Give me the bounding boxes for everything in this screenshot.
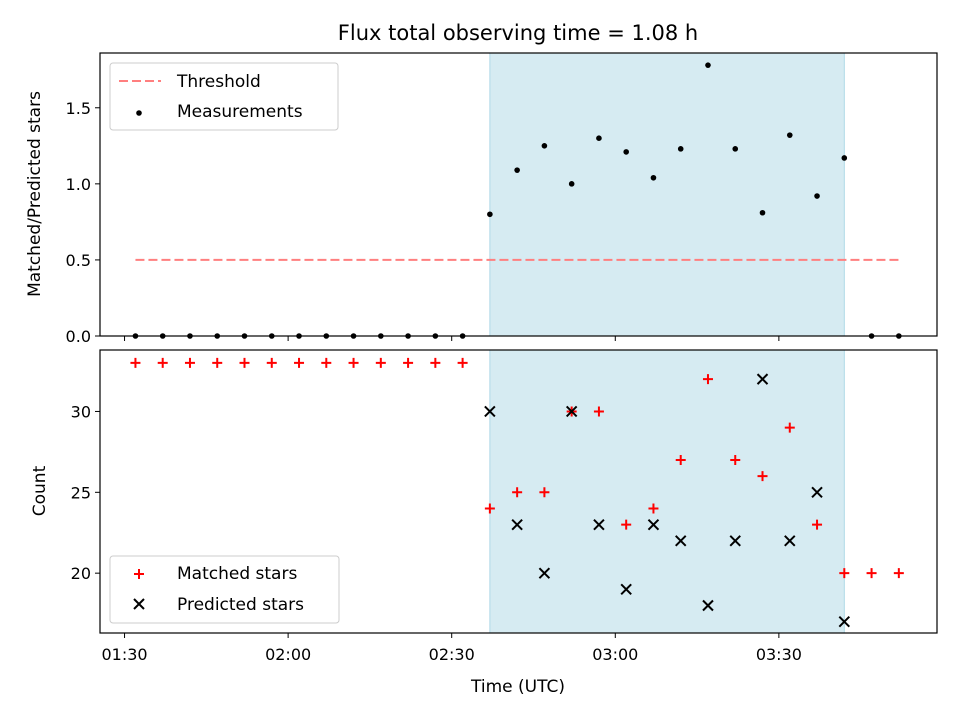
matched-star-point xyxy=(294,357,305,368)
matched-star-point xyxy=(266,357,277,368)
matched-star-point xyxy=(675,454,686,465)
predicted-star-point xyxy=(838,615,851,628)
matched-star-point xyxy=(839,568,850,579)
observing-span-shade xyxy=(489,52,845,337)
matched-star-point xyxy=(621,519,632,530)
matched-star-point xyxy=(512,487,523,498)
matched-star-point xyxy=(702,374,713,385)
ratio-panel: 0.0 0.5 1.0 1.5 Threshold Measurements xyxy=(66,52,938,346)
x-tick-label: 01:30 xyxy=(101,645,147,664)
legend-threshold-label: Threshold xyxy=(176,72,261,92)
predicted-star-point xyxy=(565,405,578,418)
matched-star-point xyxy=(130,357,141,368)
axes-frame xyxy=(99,349,938,634)
count-legend: Matched stars Predicted stars xyxy=(109,555,340,624)
measurement-point xyxy=(841,155,848,161)
matched-star-point xyxy=(321,357,332,368)
matched-star-point xyxy=(539,487,550,498)
measurement-point xyxy=(650,174,657,181)
ratio-legend: Threshold Measurements xyxy=(109,62,339,131)
bottom-y-axis-label: Count xyxy=(30,465,50,516)
measurement-point xyxy=(487,211,493,218)
matched-star-point xyxy=(784,422,795,433)
measurement-point xyxy=(514,167,520,173)
predicted-star-point xyxy=(784,535,796,547)
predicted-star-point xyxy=(675,535,687,547)
matched-star-point xyxy=(403,357,414,368)
y-tick-label: 0.0 xyxy=(66,327,91,346)
predicted-star-point xyxy=(702,599,714,612)
legend-matched-swatch xyxy=(134,569,144,579)
predicted-star-point xyxy=(484,405,496,418)
matched-star-point xyxy=(212,357,223,368)
y-tick-label: 1.5 xyxy=(66,99,91,118)
legend-predicted-label: Predicted stars xyxy=(177,595,304,615)
measurement-point xyxy=(759,209,766,216)
predicted-star-point xyxy=(593,518,605,531)
measurement-point xyxy=(541,143,548,149)
axes-frame xyxy=(99,52,938,337)
x-tick-label: 02:30 xyxy=(429,645,475,664)
matched-star-point xyxy=(375,357,386,368)
top-y-axis-label: Matched/Predicted stars xyxy=(25,91,45,297)
matched-star-point xyxy=(457,357,468,368)
y-tick-label: 0.5 xyxy=(66,251,91,270)
predicted-star-point xyxy=(620,583,632,596)
y-tick-label: 30 xyxy=(71,402,91,421)
matched-star-point xyxy=(348,357,359,368)
predicted-star-point xyxy=(756,373,769,385)
x-tick-label: 03:00 xyxy=(592,645,638,664)
chart-marks: 0.0 0.5 1.0 1.5 Threshold Measurements 01:30 02… xyxy=(66,52,938,664)
measurement-point xyxy=(568,181,575,187)
x-tick-label: 02:00 xyxy=(265,645,311,664)
matched-star-point xyxy=(893,568,904,579)
matched-star-point xyxy=(184,357,195,368)
matched-star-point xyxy=(648,503,659,514)
y-tick-label: 20 xyxy=(71,564,91,583)
matched-star-point xyxy=(239,357,250,368)
matched-star-point xyxy=(157,357,168,368)
x-tick-label: 03:30 xyxy=(756,645,802,664)
predicted-star-point xyxy=(511,518,523,531)
measurement-point xyxy=(786,132,793,138)
measurement-point xyxy=(705,62,711,68)
legend-box xyxy=(109,555,340,624)
y-tick-label: 1.0 xyxy=(66,175,91,194)
measurement-point xyxy=(623,149,629,155)
legend-measurement-label: Measurements xyxy=(177,102,303,122)
measurement-point xyxy=(677,146,684,152)
count-panel: 01:30 02:00 02:30 03:00 03:30 20 25 30 Matched s… xyxy=(71,349,938,664)
matched-star-point xyxy=(866,568,877,579)
matched-star-point xyxy=(757,471,768,482)
matched-star-point xyxy=(812,519,823,530)
measurement-point xyxy=(596,135,602,142)
predicted-star-point xyxy=(647,518,660,531)
measurement-point xyxy=(814,193,820,199)
legend-measurement-swatch xyxy=(136,110,142,116)
predicted-star-point xyxy=(811,486,823,499)
legend-matched-label: Matched stars xyxy=(177,564,297,584)
matched-star-point xyxy=(593,406,604,417)
matched-star-point xyxy=(484,503,495,514)
matched-star-point xyxy=(730,454,741,465)
x-axis-label: Time (UTC) xyxy=(470,677,565,697)
predicted-star-point xyxy=(538,567,551,579)
y-tick-label: 25 xyxy=(71,483,91,502)
legend-predicted-swatch xyxy=(133,598,145,610)
predicted-star-point xyxy=(729,535,741,547)
measurement-point xyxy=(732,146,739,152)
legend-box xyxy=(109,62,339,131)
chart-title: Flux total observing time = 1.08 h xyxy=(338,21,698,45)
matched-star-point xyxy=(430,357,441,368)
